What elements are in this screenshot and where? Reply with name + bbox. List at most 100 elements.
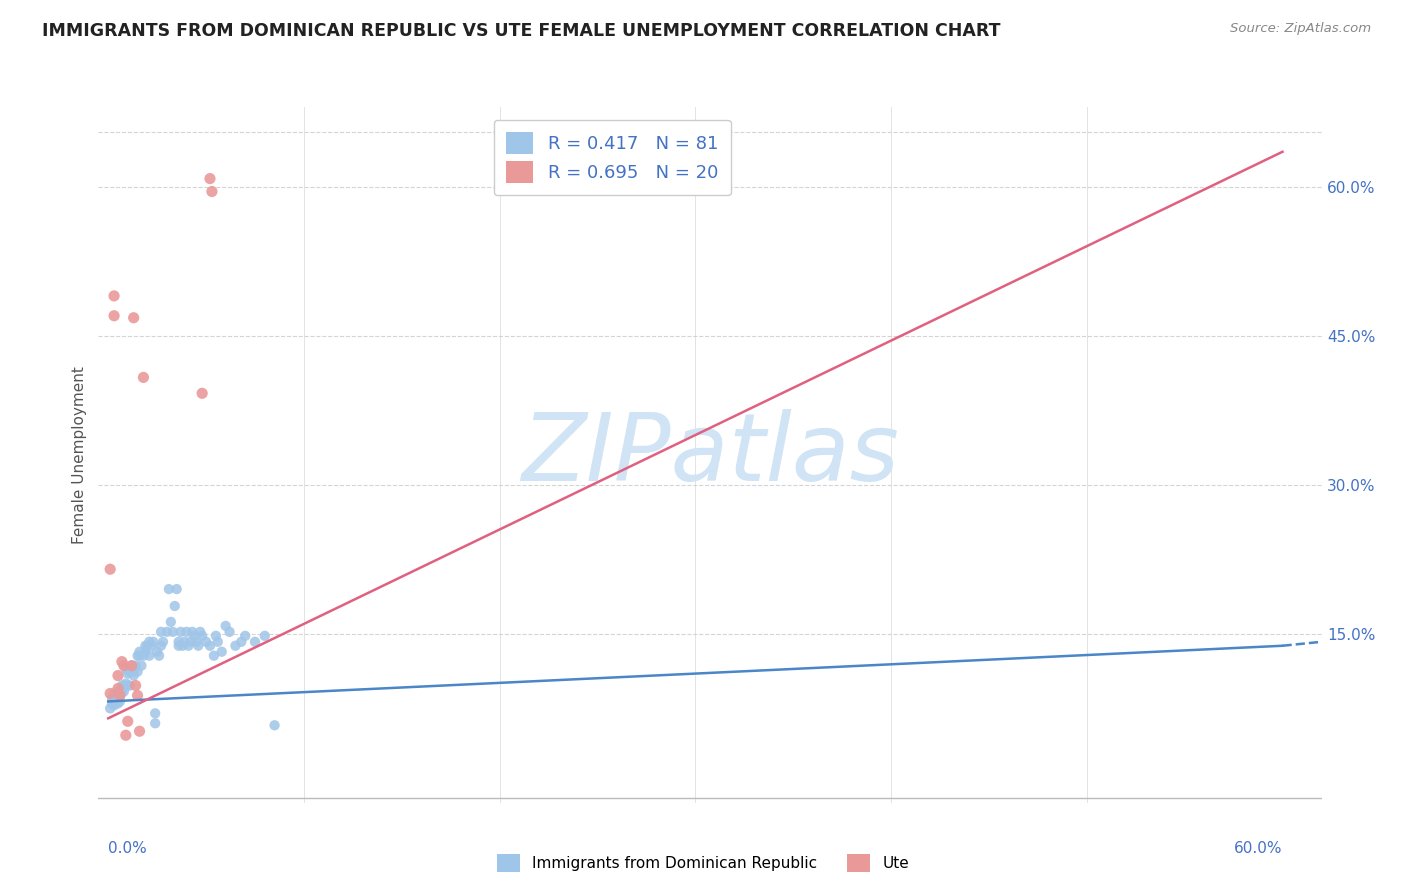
Y-axis label: Female Unemployment: Female Unemployment bbox=[72, 366, 87, 544]
Point bbox=[191, 629, 214, 643]
Point bbox=[138, 634, 160, 648]
Point bbox=[122, 310, 145, 325]
Point bbox=[128, 648, 150, 663]
Point bbox=[177, 639, 200, 653]
Point bbox=[201, 185, 224, 199]
Point bbox=[172, 639, 194, 653]
Point bbox=[111, 679, 134, 693]
Point bbox=[150, 624, 173, 639]
Point bbox=[112, 679, 135, 693]
Point bbox=[127, 689, 149, 703]
Point bbox=[121, 665, 143, 679]
Text: IMMIGRANTS FROM DOMINICAN REPUBLIC VS UTE FEMALE UNEMPLOYMENT CORRELATION CHART: IMMIGRANTS FROM DOMINICAN REPUBLIC VS UT… bbox=[42, 22, 1001, 40]
Point bbox=[214, 619, 236, 633]
Point bbox=[205, 629, 228, 643]
Point bbox=[211, 645, 233, 659]
Point bbox=[107, 668, 129, 682]
Point bbox=[103, 289, 125, 303]
Point bbox=[152, 634, 174, 648]
Point bbox=[191, 386, 214, 401]
Point bbox=[108, 694, 131, 708]
Point bbox=[167, 639, 190, 653]
Point bbox=[127, 648, 149, 663]
Point bbox=[157, 582, 180, 596]
Point bbox=[141, 639, 163, 653]
Point bbox=[108, 689, 131, 703]
Point bbox=[105, 694, 128, 708]
Point bbox=[127, 665, 149, 679]
Point bbox=[111, 684, 134, 698]
Point bbox=[108, 689, 131, 703]
Point bbox=[218, 624, 240, 639]
Point bbox=[124, 658, 146, 673]
Point bbox=[107, 690, 129, 705]
Point bbox=[224, 639, 246, 653]
Text: Source: ZipAtlas.com: Source: ZipAtlas.com bbox=[1230, 22, 1371, 36]
Point bbox=[202, 648, 225, 663]
Point bbox=[98, 562, 121, 576]
Point bbox=[142, 634, 165, 648]
Point bbox=[163, 599, 186, 613]
Point bbox=[118, 665, 141, 679]
Point bbox=[117, 714, 139, 729]
Point bbox=[207, 634, 229, 648]
Text: 60.0%: 60.0% bbox=[1234, 841, 1282, 856]
Point bbox=[128, 724, 150, 739]
Point bbox=[187, 639, 209, 653]
Point bbox=[118, 679, 141, 693]
Point bbox=[186, 634, 208, 648]
Point bbox=[134, 639, 156, 653]
Point bbox=[132, 370, 155, 384]
Point bbox=[138, 648, 160, 663]
Point bbox=[131, 658, 153, 673]
Point bbox=[231, 634, 253, 648]
Point bbox=[167, 634, 190, 648]
Text: 0.0%: 0.0% bbox=[108, 841, 148, 856]
Point bbox=[181, 624, 204, 639]
Point bbox=[112, 684, 135, 698]
Point bbox=[122, 668, 145, 682]
Point bbox=[263, 718, 285, 732]
Point bbox=[101, 697, 124, 711]
Point bbox=[136, 639, 159, 653]
Point bbox=[114, 676, 136, 690]
Point bbox=[114, 662, 136, 676]
Point bbox=[124, 679, 146, 693]
Point bbox=[107, 681, 129, 696]
Point bbox=[103, 309, 125, 323]
Point bbox=[122, 665, 145, 679]
Point bbox=[179, 634, 201, 648]
Point bbox=[198, 171, 221, 186]
Point bbox=[103, 698, 125, 713]
Point bbox=[98, 686, 121, 700]
Point bbox=[156, 624, 179, 639]
Text: ZIPatlas: ZIPatlas bbox=[522, 409, 898, 500]
Point bbox=[98, 701, 121, 715]
Point bbox=[121, 658, 143, 673]
Point bbox=[183, 629, 205, 643]
Point bbox=[105, 689, 128, 703]
Point bbox=[143, 706, 166, 721]
Point bbox=[146, 645, 169, 659]
Point bbox=[162, 624, 184, 639]
Legend: Immigrants from Dominican Republic, Ute: Immigrants from Dominican Republic, Ute bbox=[489, 846, 917, 880]
Point bbox=[150, 639, 173, 653]
Point bbox=[101, 691, 124, 706]
Point bbox=[233, 629, 256, 643]
Point bbox=[128, 645, 150, 659]
Point bbox=[195, 634, 218, 648]
Point bbox=[253, 629, 276, 643]
Point bbox=[111, 655, 134, 669]
Point bbox=[176, 624, 198, 639]
Point bbox=[243, 634, 266, 648]
Point bbox=[107, 697, 129, 711]
Point bbox=[143, 716, 166, 731]
Point bbox=[117, 679, 139, 693]
Legend: R = 0.417   N = 81, R = 0.695   N = 20: R = 0.417 N = 81, R = 0.695 N = 20 bbox=[494, 120, 731, 195]
Point bbox=[107, 684, 129, 698]
Point bbox=[112, 658, 135, 673]
Point bbox=[148, 648, 170, 663]
Point bbox=[188, 624, 211, 639]
Point bbox=[132, 648, 155, 663]
Point bbox=[198, 639, 221, 653]
